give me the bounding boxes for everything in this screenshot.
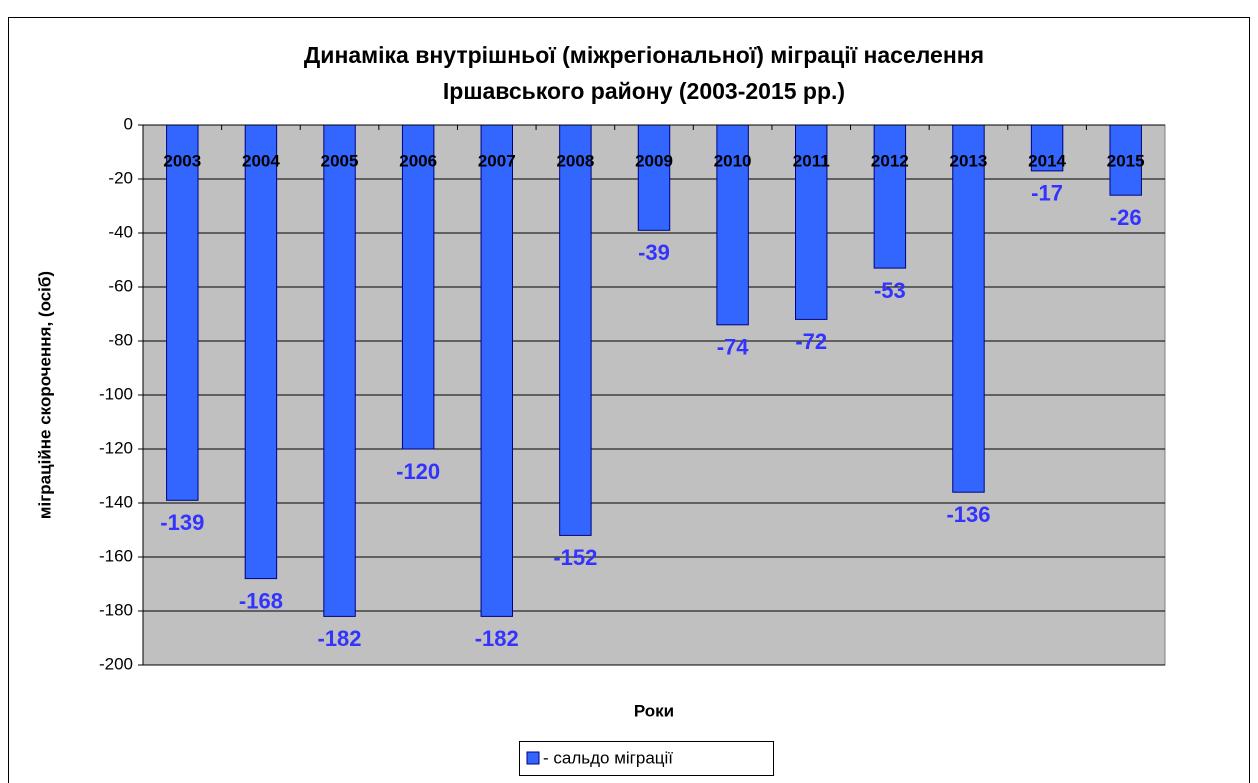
y-tick-label: 0	[124, 114, 133, 133]
y-tick-label: -60	[108, 276, 133, 295]
x-axis-title: Роки	[634, 701, 674, 720]
y-tick-label: -200	[99, 654, 133, 673]
y-tick-label: -20	[108, 168, 133, 187]
x-tick-label: 2014	[1028, 151, 1066, 170]
data-label: -17	[1031, 181, 1063, 206]
y-tick-label: -120	[99, 438, 133, 457]
bar	[323, 124, 356, 617]
legend-label: - сальдо міграції	[543, 748, 673, 767]
x-tick-label: 2010	[714, 151, 752, 170]
data-label: -182	[318, 626, 362, 651]
data-label: -182	[475, 626, 519, 651]
chart-title: Динаміка внутрішньої (міжрегіональної) м…	[304, 42, 984, 68]
bar	[637, 124, 671, 231]
x-tick-label: 2004	[242, 151, 280, 170]
bar	[244, 124, 278, 580]
x-tick-label: 2006	[399, 151, 437, 170]
data-label: -74	[717, 335, 750, 360]
x-tick-label: 2011	[793, 151, 830, 170]
y-tick-label: -160	[99, 546, 133, 565]
x-tick-label: 2013	[950, 151, 988, 170]
bar	[1030, 124, 1064, 172]
y-tick-label: -140	[99, 492, 133, 511]
x-tick-label: 2009	[635, 151, 673, 170]
x-tick-label: 2012	[871, 151, 909, 170]
bar	[166, 124, 199, 501]
data-label: -53	[874, 278, 906, 303]
data-label: -72	[795, 329, 827, 354]
y-tick-label: -40	[108, 222, 133, 241]
x-tick-label: 2015	[1107, 151, 1145, 170]
bar	[873, 124, 907, 269]
bar	[1109, 124, 1142, 196]
y-tick-label: -180	[99, 600, 133, 619]
bar	[401, 124, 435, 450]
x-tick-label: 2003	[163, 151, 201, 170]
y-tick-label: -80	[108, 330, 133, 349]
data-label: -26	[1110, 205, 1142, 230]
x-tick-label: 2008	[556, 151, 594, 170]
bar	[480, 124, 513, 617]
data-label: -136	[946, 502, 990, 527]
data-label: -168	[239, 588, 283, 613]
legend	[519, 741, 774, 776]
bar	[795, 124, 828, 320]
data-label: -39	[638, 240, 670, 265]
bar	[559, 124, 592, 536]
legend-swatch	[526, 751, 540, 765]
data-label: -152	[553, 545, 597, 570]
y-tick-label: -100	[99, 384, 133, 403]
bar	[716, 124, 749, 326]
x-tick-label: 2007	[478, 151, 516, 170]
y-axis-title: міграційне скорочення, (осіб)	[35, 271, 54, 519]
chart-title: Іршавського району (2003-2015 рр.)	[443, 78, 845, 104]
data-label: -120	[396, 459, 440, 484]
data-label: -139	[160, 510, 204, 535]
x-tick-label: 2005	[321, 151, 359, 170]
bar	[952, 124, 985, 493]
